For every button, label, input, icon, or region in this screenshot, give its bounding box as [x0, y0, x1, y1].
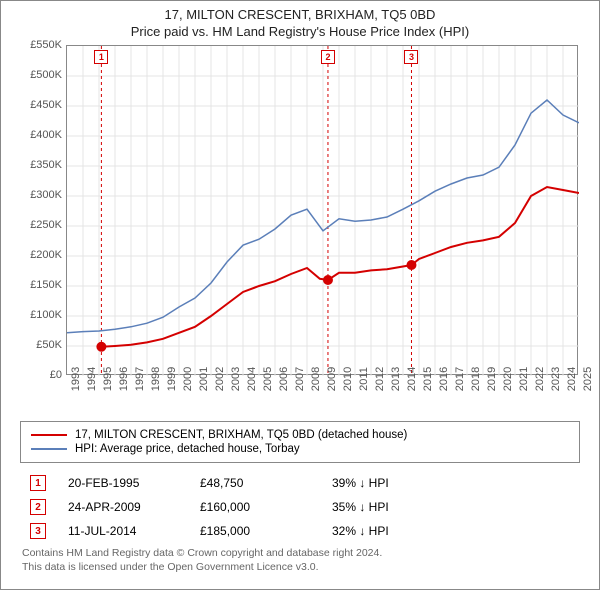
- x-tick-label: 2008: [310, 367, 322, 391]
- event-date: 20-FEB-1995: [68, 476, 178, 490]
- event-badge: 1: [30, 475, 46, 491]
- footer-copyright: Contains HM Land Registry data © Crown c…: [22, 547, 578, 561]
- event-badge: 2: [30, 499, 46, 515]
- x-tick-label: 2016: [438, 367, 450, 391]
- chart-container: 17, MILTON CRESCENT, BRIXHAM, TQ5 0BD Pr…: [0, 0, 600, 590]
- plot-svg: [67, 46, 579, 376]
- event-price: £160,000: [200, 500, 310, 514]
- y-tick-label: £50K: [18, 339, 62, 351]
- chart-footer: Contains HM Land Registry data © Crown c…: [20, 547, 580, 574]
- x-tick-label: 2023: [550, 367, 562, 391]
- x-tick-label: 2024: [566, 367, 578, 391]
- event-row: 2 24-APR-2009 £160,000 35% ↓ HPI: [20, 495, 580, 519]
- x-tick-label: 2014: [406, 367, 418, 391]
- x-tick-label: 2011: [358, 367, 370, 391]
- x-tick-label: 1999: [166, 367, 178, 391]
- y-tick-label: £250K: [18, 219, 62, 231]
- footer-licence: This data is licensed under the Open Gov…: [22, 561, 578, 575]
- event-row: 3 11-JUL-2014 £185,000 32% ↓ HPI: [20, 519, 580, 543]
- y-tick-label: £350K: [18, 159, 62, 171]
- y-tick-label: £500K: [18, 69, 62, 81]
- legend-swatch: [31, 434, 67, 436]
- x-tick-label: 1995: [102, 367, 114, 391]
- x-tick-label: 2021: [518, 367, 530, 391]
- x-tick-label: 2015: [422, 367, 434, 391]
- y-tick-label: £0: [18, 369, 62, 381]
- legend-label: HPI: Average price, detached house, Torb…: [75, 443, 300, 455]
- x-tick-label: 2002: [214, 367, 226, 391]
- y-tick-label: £150K: [18, 279, 62, 291]
- chart-subtitle: Price paid vs. HM Land Registry's House …: [1, 24, 599, 39]
- x-tick-label: 2012: [374, 367, 386, 391]
- chart-title-address: 17, MILTON CRESCENT, BRIXHAM, TQ5 0BD: [1, 7, 599, 22]
- plot-area: 1 2 3: [66, 45, 578, 375]
- event-marker-badge: 1: [94, 50, 108, 64]
- x-tick-label: 1996: [118, 367, 130, 391]
- y-tick-label: £400K: [18, 129, 62, 141]
- event-delta: 32% ↓ HPI: [332, 524, 389, 538]
- x-tick-label: 2017: [454, 367, 466, 391]
- x-tick-label: 2001: [198, 367, 210, 391]
- event-marker-badge: 3: [404, 50, 418, 64]
- legend-item: HPI: Average price, detached house, Torb…: [31, 442, 569, 456]
- event-date: 24-APR-2009: [68, 500, 178, 514]
- title-block: 17, MILTON CRESCENT, BRIXHAM, TQ5 0BD Pr…: [1, 1, 599, 41]
- legend: 17, MILTON CRESCENT, BRIXHAM, TQ5 0BD (d…: [20, 421, 580, 463]
- y-tick-label: £200K: [18, 249, 62, 261]
- event-price: £185,000: [200, 524, 310, 538]
- x-tick-label: 2018: [470, 367, 482, 391]
- event-date: 11-JUL-2014: [68, 524, 178, 538]
- y-tick-label: £100K: [18, 309, 62, 321]
- x-tick-label: 2009: [326, 367, 338, 391]
- x-tick-label: 2020: [502, 367, 514, 391]
- y-tick-label: £450K: [18, 99, 62, 111]
- event-marker-badge: 2: [321, 50, 335, 64]
- x-tick-label: 2010: [342, 367, 354, 391]
- event-delta: 39% ↓ HPI: [332, 476, 389, 490]
- legend-item: 17, MILTON CRESCENT, BRIXHAM, TQ5 0BD (d…: [31, 428, 569, 442]
- x-tick-label: 2006: [278, 367, 290, 391]
- x-tick-label: 2022: [534, 367, 546, 391]
- legend-label: 17, MILTON CRESCENT, BRIXHAM, TQ5 0BD (d…: [75, 429, 407, 441]
- x-tick-label: 2000: [182, 367, 194, 391]
- x-tick-label: 2003: [230, 367, 242, 391]
- event-delta: 35% ↓ HPI: [332, 500, 389, 514]
- x-tick-label: 2013: [390, 367, 402, 391]
- x-tick-label: 1997: [134, 367, 146, 391]
- event-row: 1 20-FEB-1995 £48,750 39% ↓ HPI: [20, 471, 580, 495]
- event-table: 1 20-FEB-1995 £48,750 39% ↓ HPI 2 24-APR-2009…: [20, 471, 580, 543]
- event-badge: 3: [30, 523, 46, 539]
- y-tick-label: £550K: [18, 39, 62, 51]
- event-price: £48,750: [200, 476, 310, 490]
- y-tick-label: £300K: [18, 189, 62, 201]
- legend-swatch: [31, 448, 67, 450]
- x-tick-label: 1993: [70, 367, 82, 391]
- chart-area: £0 £50K £100K £150K £200K £250K £300K £350K £400…: [20, 45, 580, 415]
- x-tick-label: 2007: [294, 367, 306, 391]
- x-tick-label: 2025: [582, 367, 594, 391]
- x-tick-label: 1994: [86, 367, 98, 391]
- x-tick-label: 2005: [262, 367, 274, 391]
- x-tick-label: 1998: [150, 367, 162, 391]
- x-tick-label: 2019: [486, 367, 498, 391]
- x-tick-label: 2004: [246, 367, 258, 391]
